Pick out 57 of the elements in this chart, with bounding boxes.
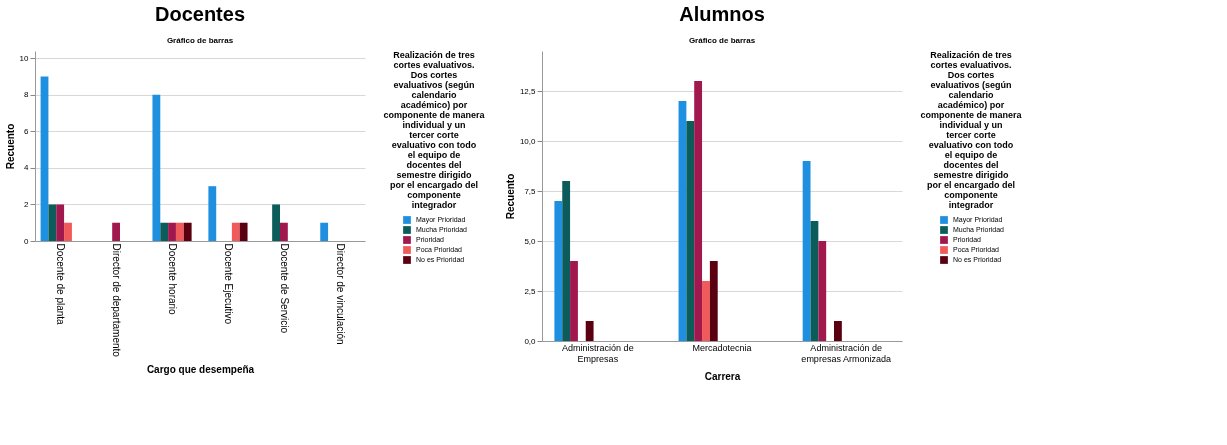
bar [239, 222, 248, 241]
bar [802, 161, 811, 341]
bar [168, 222, 176, 241]
x-axis-title: Carrera [704, 370, 741, 382]
bar [231, 222, 240, 241]
y-tick-label: 2 [24, 199, 30, 209]
bar [208, 186, 217, 241]
y-tick-label: 4 [24, 163, 30, 173]
x-tick-label: Mercadotecnia [692, 342, 752, 353]
bar [160, 222, 169, 241]
bar [320, 222, 329, 241]
y-tick-label: 6 [24, 126, 30, 136]
y-tick-label: 5,0 [524, 236, 537, 246]
bar [834, 321, 842, 341]
y-tick-label: 10,0 [519, 136, 537, 146]
text: Realización de tres cortes evaluativos. Dos cortes evaluativos (según calendario académico) por componente de manera individual y un tercer corte evaluativo con todo el equipo de docentes del semestre dirigido por el encargado del componente integrador [383, 50, 485, 210]
bar [152, 94, 161, 241]
chart-subtitle: Gráfico de barras [166, 36, 234, 45]
x-tick-label: Administración de Empresas [562, 342, 634, 364]
x-tick-label: Administración de empresas Armonizada [801, 342, 891, 364]
chart-title: Docentes [154, 3, 246, 25]
bar [272, 204, 280, 241]
y-tick-label: 0 [24, 236, 30, 246]
bar [183, 222, 192, 241]
x-axis-title: Cargo que desempeña [146, 363, 255, 375]
x-tick-label: Docente de planta [55, 243, 67, 326]
bar [112, 222, 121, 241]
y-tick-label: 12,5 [519, 86, 537, 96]
x-tick-label: Docente de Servicio [278, 243, 290, 334]
y-axis-title: Recuento [504, 173, 516, 220]
y-tick-label: 7,5 [524, 186, 537, 196]
bar [686, 121, 695, 341]
y-axis-title: Recuento [4, 123, 16, 170]
bar [554, 201, 563, 341]
bar [48, 204, 57, 241]
x-tick-label: Docente horario [167, 243, 179, 316]
bar [279, 222, 288, 241]
chart-title: Alumnos [679, 3, 765, 25]
bar [818, 241, 827, 341]
x-tick-label: Director de vinculación [334, 243, 346, 345]
bar [709, 261, 718, 341]
bar [702, 281, 710, 341]
bar [694, 81, 703, 341]
y-tick-label: 0,0 [524, 336, 537, 346]
bar [56, 204, 65, 241]
y-tick-label: 2,5 [524, 286, 537, 296]
chart-subtitle: Gráfico de barras [688, 36, 756, 45]
bar [562, 181, 571, 341]
y-tick-label: 8 [24, 90, 30, 100]
y-tick-label: 10 [19, 53, 30, 63]
bar [585, 321, 594, 341]
x-tick-label: Director de departamento [111, 243, 123, 358]
text: Realización de tres cortes evaluativos. Dos cortes evaluativos (según calendario académico) por componente de manera individual y un tercer corte evaluativo con todo el equipo de docentes del semestre dirigido por el encargado del componente integrador [920, 50, 1022, 210]
x-tick-label: Docente Ejecutivo [222, 243, 234, 325]
bar [64, 222, 72, 241]
bar [570, 261, 578, 341]
bar [175, 222, 184, 241]
